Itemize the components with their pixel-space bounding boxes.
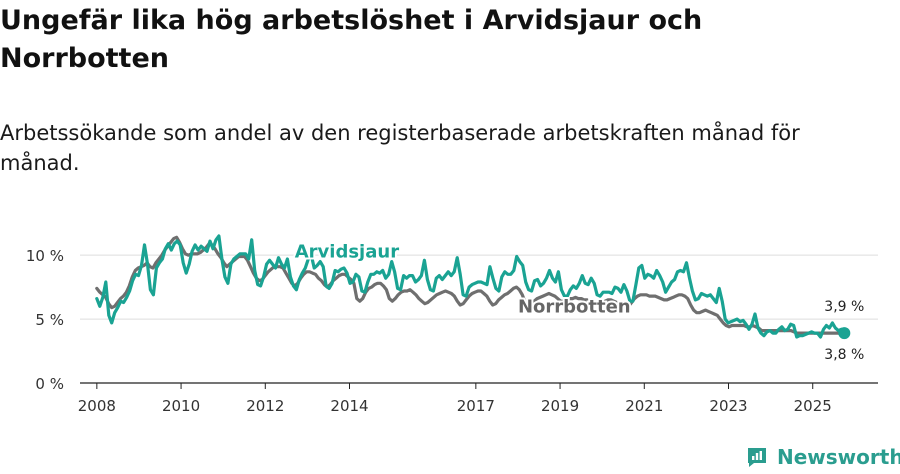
chart-subtitle: Arbetssökande som andel av den registerb… <box>0 121 800 175</box>
series-labels: Arvidsjaur Norrbotten 3,9 % 3,8 % <box>293 240 866 365</box>
newsworthy-logo-icon <box>748 448 766 467</box>
grid-lines: 0 % 5 % 10 % <box>26 247 878 393</box>
series-label-arvidsjaur: Arvidsjaur <box>295 242 399 263</box>
x-tick-label: 2014 <box>330 397 368 415</box>
end-point-arvidsjaur <box>838 327 851 340</box>
x-tick-label: 2008 <box>78 397 116 415</box>
x-tick-label: 2021 <box>625 397 663 415</box>
x-tick-label: 2012 <box>246 397 284 415</box>
series-lines <box>95 234 851 340</box>
y-tick-label: 5 % <box>35 311 64 329</box>
y-tick-label: 10 % <box>26 247 64 265</box>
newsworthy-logo: Newsworthy <box>745 442 900 472</box>
x-axis: 2008 2010 2012 2014 2017 2019 2021 2023 2025 <box>78 382 878 415</box>
x-tick-label: 2010 <box>162 397 200 415</box>
chart-title: Ungefär lika hög arbetslöshet i Arvidsja… <box>0 5 703 74</box>
end-label-arvidsjaur: 3,9 % <box>824 299 864 315</box>
x-tick-label: 2025 <box>794 397 832 415</box>
series-line-arvidsjaur <box>95 234 846 339</box>
line-chart: 0 %5 %10 % 2008 2010 2012 2014 2017 2019 2021 2… <box>26 234 878 415</box>
x-tick-label: 2019 <box>541 397 579 415</box>
x-tick-label: 2023 <box>709 397 747 415</box>
y-tick-label: 0 % <box>35 375 64 393</box>
newsworthy-logo-text: Newsworthy <box>777 445 900 469</box>
end-label-norrbotten: 3,8 % <box>824 347 864 363</box>
x-tick-label: 2017 <box>457 397 495 415</box>
series-label-norrbotten: Norrbotten <box>518 297 631 318</box>
